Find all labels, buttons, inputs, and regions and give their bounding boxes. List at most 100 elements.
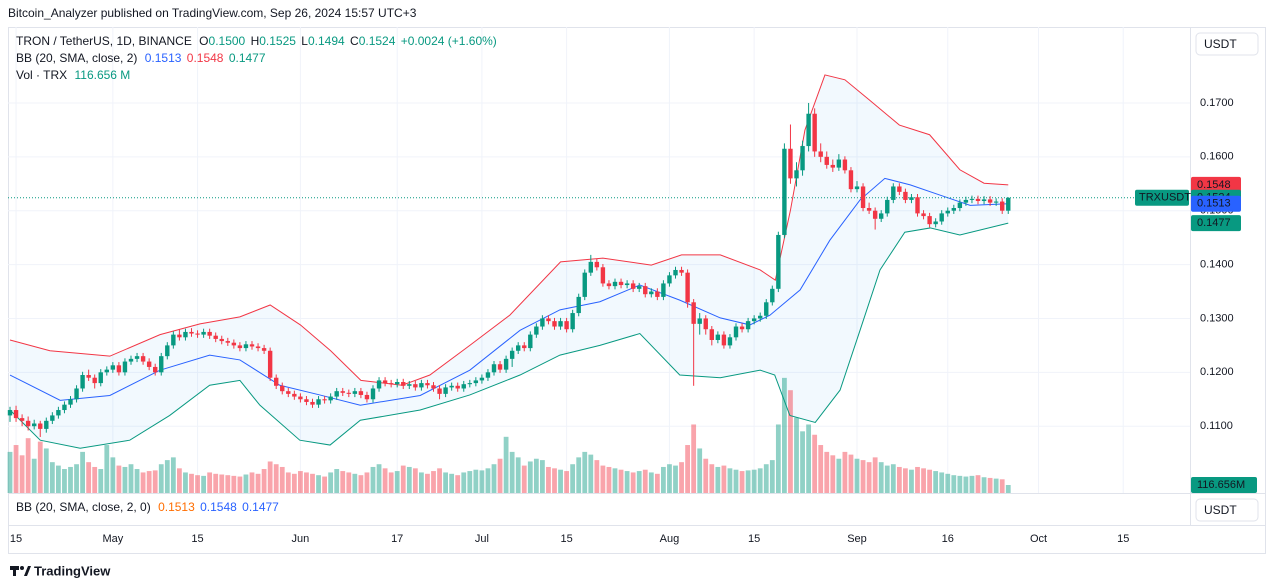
candle-body — [364, 394, 370, 400]
candle-body — [31, 423, 37, 427]
volume-bar — [648, 472, 654, 493]
candle-body — [267, 350, 273, 378]
x-tick-label: 15 — [10, 533, 22, 545]
volume-bar — [951, 475, 957, 493]
volume-bar — [370, 466, 376, 493]
volume-bar — [152, 470, 158, 493]
volume-bar — [328, 472, 334, 493]
candle-body — [624, 283, 630, 286]
volume-bar — [975, 475, 981, 493]
price-badge — [1191, 215, 1241, 232]
volume-bar — [594, 460, 600, 493]
candle-body — [437, 388, 442, 394]
volume-bar — [667, 464, 672, 493]
candle-body — [600, 267, 606, 284]
volume-bar — [642, 469, 648, 493]
candle-body — [758, 315, 763, 319]
candle-body — [183, 331, 188, 338]
volume-bar — [207, 472, 213, 493]
candle-body — [885, 199, 890, 214]
candle-body — [352, 391, 358, 394]
volume-bar — [842, 451, 848, 493]
candle-body — [630, 283, 636, 289]
candle-body — [836, 159, 842, 168]
legend-value: 0.1477 — [229, 51, 266, 65]
volume-bar — [412, 468, 418, 493]
volume-bar — [104, 445, 110, 493]
volume-bar — [92, 466, 98, 493]
candle-body — [679, 269, 684, 273]
candle-body — [588, 261, 594, 273]
candle-body — [467, 383, 473, 385]
volume-bar — [552, 468, 557, 493]
currency-label[interactable]: USDT — [1204, 37, 1237, 51]
volume-bar — [806, 424, 812, 493]
volume-bar — [310, 473, 315, 493]
candle-body — [945, 210, 950, 214]
volume-bar — [49, 462, 55, 493]
volume-bar — [98, 469, 104, 493]
volume-bar — [249, 472, 255, 493]
candle-body — [370, 388, 376, 400]
candle-body — [637, 286, 642, 289]
y-tick-label: 0.1100 — [1200, 420, 1233, 432]
volume-bar — [878, 462, 884, 493]
candle-body — [50, 415, 55, 421]
currency-label[interactable]: USDT — [1204, 503, 1237, 517]
volume-bar — [140, 472, 146, 493]
x-tick-label: 15 — [560, 533, 572, 545]
candle-body — [879, 213, 884, 219]
candle-body — [606, 283, 612, 287]
legend-value: 0.1494 — [308, 34, 345, 48]
volume-bar — [346, 472, 352, 493]
candle-body — [558, 321, 563, 327]
volume-bar — [219, 474, 225, 493]
x-tick-label: 15 — [1117, 533, 1129, 545]
candle-body — [842, 159, 848, 171]
volume-bar — [812, 434, 818, 493]
volume-bar — [564, 471, 570, 493]
volume-bar — [945, 473, 951, 493]
volume-bar — [134, 469, 140, 493]
candle-body — [298, 396, 303, 400]
volume-bar — [158, 464, 164, 493]
volume-bar — [866, 462, 872, 493]
volume-bar — [43, 448, 49, 493]
candle-body — [594, 261, 600, 268]
candle-body — [866, 208, 872, 211]
volume-bar — [691, 424, 697, 493]
volume-bar — [231, 475, 237, 493]
volume-bar — [279, 466, 285, 493]
volume-bar — [933, 471, 939, 493]
y-tick-label: 0.1300 — [1200, 312, 1234, 324]
volume-bar — [183, 472, 188, 493]
volume-bar — [406, 466, 412, 493]
volume-bar — [37, 441, 43, 493]
x-tick-label: 17 — [391, 533, 403, 545]
candle-body — [570, 313, 575, 330]
volume-bar — [485, 468, 491, 493]
candle-body — [782, 148, 787, 235]
candle-body — [98, 372, 103, 384]
candle-body — [751, 318, 757, 322]
y-tick-label: 0.1400 — [1200, 258, 1234, 270]
volume-bar — [425, 473, 430, 493]
volume-bar — [225, 475, 231, 493]
candle-body — [818, 151, 823, 157]
candle-body — [1000, 201, 1005, 211]
candle-body — [915, 197, 920, 214]
volume-bar — [25, 438, 31, 493]
volume-bar — [170, 457, 176, 493]
x-tick-label: Sep — [847, 533, 867, 545]
volume-bar — [515, 457, 521, 493]
candle-body — [225, 341, 230, 343]
volume-bar — [461, 472, 467, 493]
candle-body — [304, 399, 309, 402]
candle-body — [552, 321, 557, 327]
currency-button[interactable] — [1195, 498, 1259, 522]
currency-button[interactable] — [1195, 32, 1259, 56]
candle-body — [921, 213, 926, 217]
volume-bar — [939, 472, 945, 493]
price-badge — [1191, 195, 1241, 212]
candle-body — [231, 342, 237, 346]
